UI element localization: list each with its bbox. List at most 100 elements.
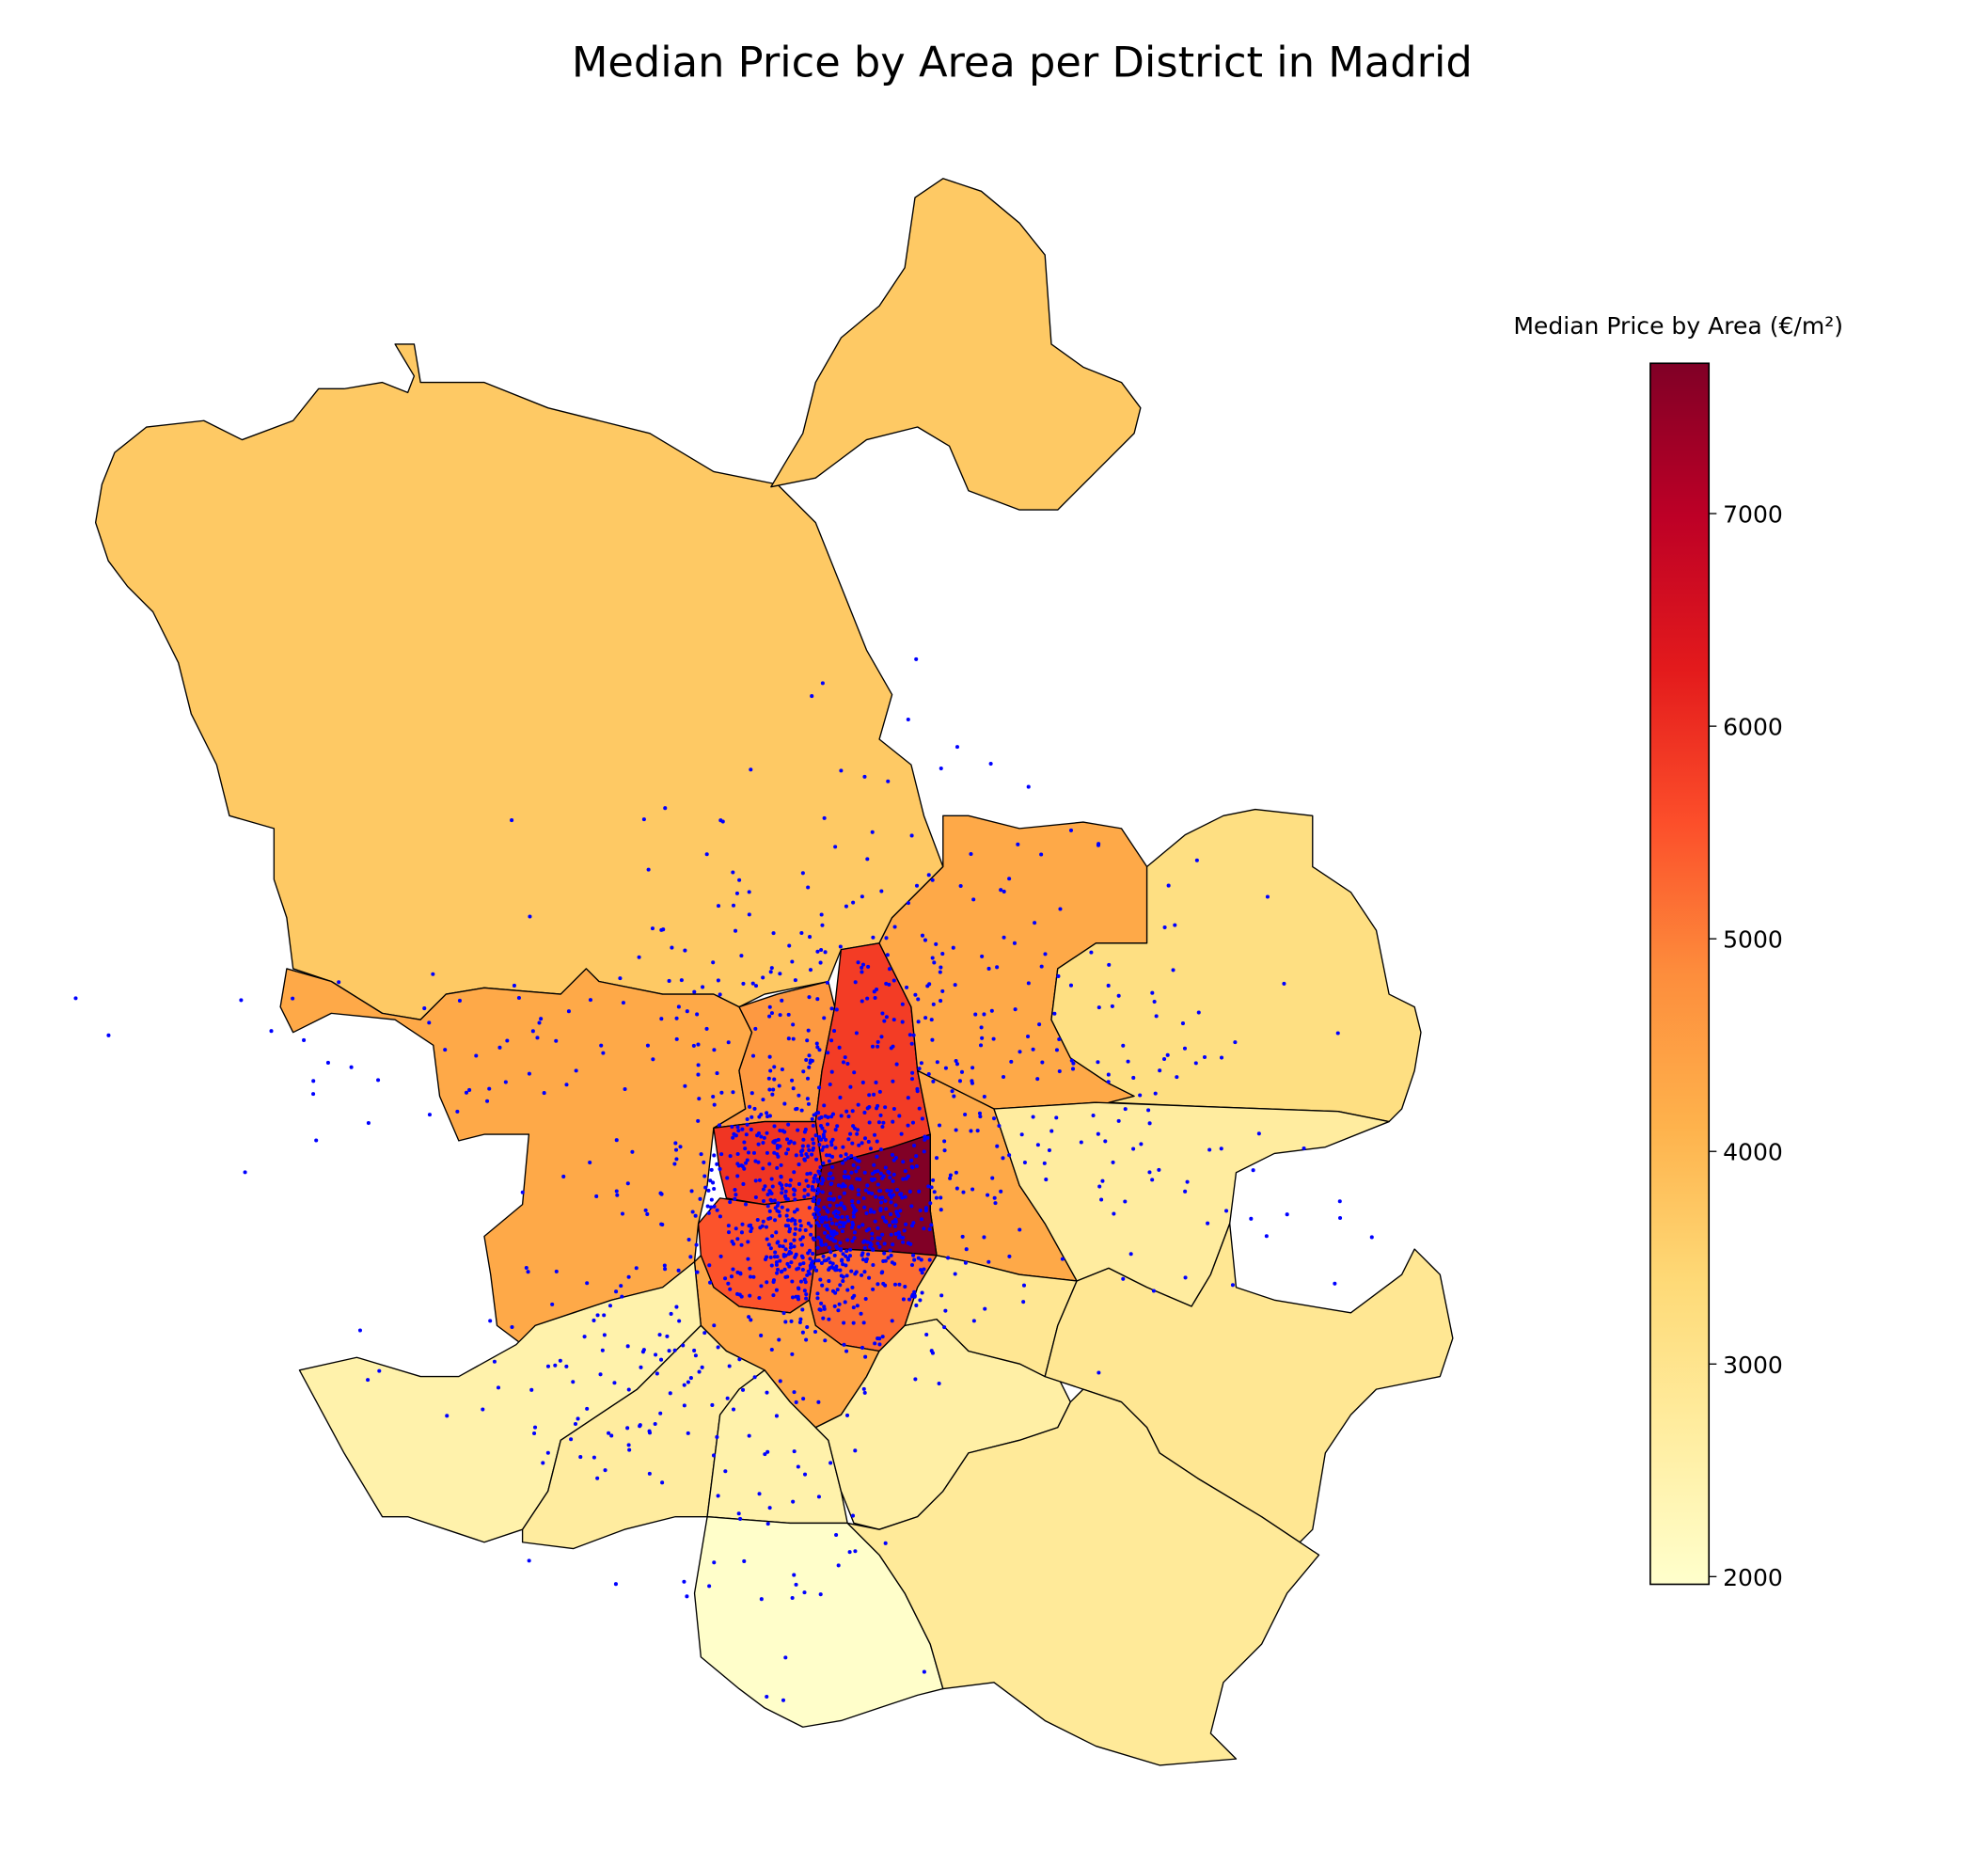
listing-point [848, 1247, 853, 1252]
listing-point [561, 1174, 566, 1178]
listing-point [971, 1319, 976, 1323]
listing-point [828, 1196, 833, 1201]
listing-point [492, 1359, 497, 1364]
listing-point [778, 1129, 782, 1133]
listing-point [753, 984, 759, 988]
listing-point [740, 1222, 745, 1226]
district-2 [770, 178, 1142, 511]
listing-point [564, 1364, 569, 1368]
listing-point [916, 997, 921, 1002]
listing-point [816, 1400, 821, 1404]
listing-point [817, 1085, 822, 1090]
listing-point [792, 1244, 797, 1249]
listing-point [554, 1269, 559, 1273]
listing-point [725, 1176, 730, 1180]
listing-point [735, 1174, 740, 1178]
listing-point [761, 1219, 765, 1224]
listing-point [777, 1337, 781, 1342]
listing-point [866, 1191, 871, 1195]
listing-point [1079, 1140, 1083, 1145]
listing-point [834, 1532, 839, 1538]
listing-point [786, 1122, 791, 1127]
listing-point [818, 1277, 823, 1282]
listing-point [700, 1365, 704, 1369]
listing-point [749, 1115, 754, 1119]
listing-point [1035, 1077, 1040, 1082]
listing-point [849, 1184, 854, 1189]
listing-point [784, 1213, 789, 1218]
listing-point [742, 1140, 747, 1145]
listing-point [810, 1152, 814, 1157]
listing-point [749, 1223, 753, 1227]
listing-point [654, 1352, 658, 1357]
listing-point [852, 1230, 857, 1235]
listing-point [864, 1210, 869, 1216]
listing-point [806, 1193, 811, 1197]
listing-point [951, 945, 955, 950]
listing-point [876, 1226, 880, 1230]
listing-point [682, 1383, 686, 1387]
listing-point [916, 1256, 921, 1260]
listing-point [971, 897, 976, 902]
listing-point [746, 1240, 750, 1244]
listing-point [743, 1161, 749, 1165]
listing-point [702, 1174, 707, 1178]
listing-point [660, 1480, 665, 1485]
listing-point [765, 1111, 769, 1115]
listing-point [938, 970, 942, 974]
listing-point [767, 1014, 772, 1019]
listing-point [865, 1183, 870, 1188]
listing-point [929, 1349, 934, 1353]
listing-point [790, 1078, 795, 1083]
listing-point [910, 1165, 915, 1170]
listing-point [919, 1061, 923, 1066]
listing-point [1207, 1147, 1212, 1152]
listing-point [969, 1129, 973, 1133]
listing-point [752, 1375, 757, 1380]
colorbar-gradient [1649, 362, 1711, 1586]
listing-point [906, 1123, 910, 1128]
listing-point [765, 1237, 769, 1241]
listing-point [890, 1152, 895, 1157]
listing-point [885, 1188, 890, 1193]
listing-point [873, 1341, 877, 1346]
listing-point [768, 1246, 773, 1251]
listing-point [696, 1063, 701, 1067]
listing-point [755, 1133, 760, 1138]
listing-point [627, 1447, 632, 1452]
listing-point [979, 1025, 984, 1030]
listing-point [891, 1079, 895, 1083]
listing-point [955, 1062, 960, 1067]
listing-point [955, 1186, 959, 1191]
listing-point [734, 1193, 738, 1197]
listing-point [835, 1246, 840, 1251]
listing-point [686, 1380, 690, 1384]
listing-point [529, 1387, 534, 1392]
listing-point [919, 1217, 924, 1222]
colorbar-tick: 4000 [1709, 1139, 1783, 1166]
listing-point [833, 1146, 838, 1150]
colorbar-tick: 6000 [1709, 714, 1783, 741]
listing-point [778, 1379, 782, 1384]
listing-point [688, 1255, 693, 1259]
listing-point [765, 1150, 769, 1155]
listing-point [750, 1053, 756, 1058]
listing-point [860, 1257, 865, 1262]
listing-point [780, 1269, 784, 1273]
listing-point [827, 1159, 831, 1163]
listing-point [958, 883, 963, 889]
listing-point [753, 1178, 758, 1183]
colorbar-tick-label: 6000 [1723, 714, 1783, 741]
listing-point [946, 1256, 951, 1260]
listing-point [787, 1183, 792, 1188]
listing-point [860, 1080, 865, 1084]
listing-point [865, 1240, 870, 1244]
listing-point [748, 1293, 752, 1298]
listing-point [1013, 1007, 1018, 1012]
listing-point [1056, 973, 1061, 978]
listing-point [750, 981, 755, 986]
listing-point [855, 1177, 860, 1181]
listing-point [630, 1149, 635, 1154]
listing-point [716, 1494, 720, 1498]
listing-point [808, 968, 813, 973]
